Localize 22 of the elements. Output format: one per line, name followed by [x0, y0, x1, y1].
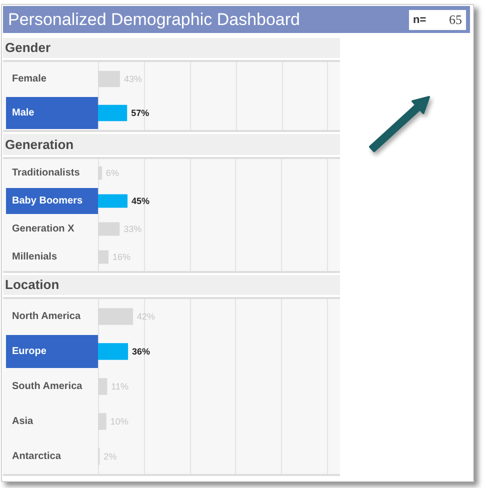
- text: n=: [413, 13, 426, 28]
- data-label: 45%: [132, 196, 150, 206]
- y-tick-label: North America: [12, 311, 81, 322]
- bar: [98, 343, 128, 360]
- text: 65: [449, 11, 462, 29]
- data-label: 57%: [131, 108, 150, 118]
- y-tick-label: Asia: [12, 416, 34, 427]
- chart-title: Generation: [3, 134, 340, 155]
- y-tick-label: Baby Boomers: [12, 196, 84, 206]
- y-tick-label: Male: [12, 108, 35, 118]
- y-tick-label: Antarctica: [12, 451, 62, 462]
- y-tick-label: Millenials: [12, 252, 58, 262]
- chart-title: Gender: [3, 38, 340, 58]
- y-tick-label: Europe: [12, 346, 47, 357]
- y-tick-label: South America: [12, 381, 83, 392]
- y-tick-label: Female: [12, 74, 47, 84]
- text: Personalized Demographic Dashboard: [8, 9, 300, 31]
- data-label: 36%: [132, 346, 150, 356]
- y-tick-label: Traditionalists: [12, 168, 80, 178]
- y-tick-label: Generation X: [12, 224, 75, 234]
- chart-title: Location: [3, 275, 340, 295]
- bar: [98, 194, 128, 208]
